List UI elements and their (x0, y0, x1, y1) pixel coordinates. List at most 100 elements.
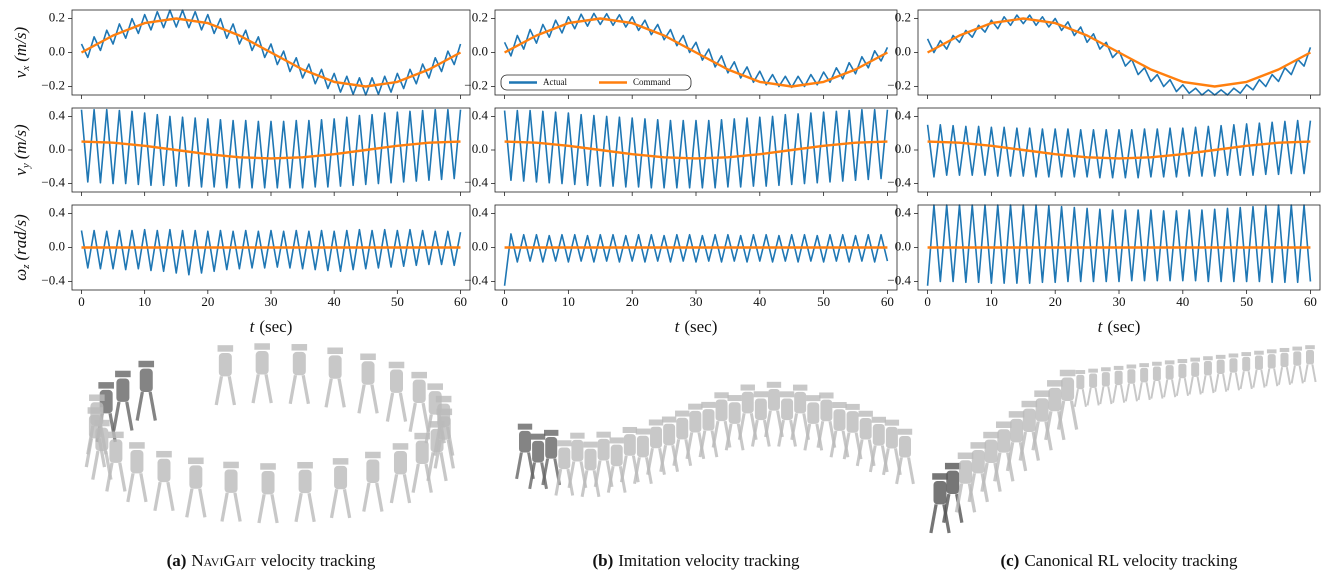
robot-leg (1018, 431, 1028, 461)
robot-body (728, 402, 741, 424)
robot-figure (1137, 363, 1151, 401)
robot-leg (264, 374, 273, 404)
robot-leg (1303, 364, 1309, 383)
robot-body (389, 369, 403, 393)
robot-head (429, 421, 445, 428)
robot-leg (257, 494, 266, 524)
robot-body (984, 439, 998, 464)
robot-head (661, 416, 677, 423)
x-tick-label: 50 (391, 294, 404, 309)
robot-head (675, 410, 690, 417)
robot-figure (251, 343, 273, 404)
caption-tag: (c) (1000, 551, 1019, 570)
robot-figure (112, 370, 134, 431)
legend-label: Actual (543, 77, 567, 87)
robot-leg (446, 439, 455, 469)
y-tick-label: −0.2 (464, 77, 488, 92)
actual-line (80, 108, 462, 189)
robot-body (663, 423, 676, 446)
robot-figure (593, 431, 614, 488)
robot-body (571, 439, 584, 462)
robot-body (1035, 398, 1049, 422)
robot-figure (411, 432, 433, 493)
robot-head (570, 432, 585, 439)
robot-head (98, 382, 114, 389)
robot-leg (1214, 373, 1220, 392)
robot-body (139, 368, 153, 392)
robot-head (435, 395, 452, 403)
robot-leg (433, 439, 442, 469)
robot-figure (1175, 358, 1189, 396)
y-tick-label: 0.2 (472, 9, 488, 24)
robot-leg (370, 384, 379, 414)
robot-head (648, 419, 664, 426)
command-line (504, 17, 888, 88)
robot-head (845, 403, 860, 410)
robot-leg (1273, 368, 1279, 387)
y-label-unit: (rad/s) (11, 214, 30, 261)
robot-body (298, 469, 312, 494)
robot-head (360, 353, 376, 360)
robot-leg (633, 457, 641, 484)
robot-figure (980, 431, 1002, 492)
robot-leg (1247, 371, 1253, 390)
robot-body (781, 398, 794, 421)
robot-leg (606, 465, 615, 493)
robot-body (328, 355, 342, 379)
robot-leg (1124, 383, 1130, 402)
robot-figure (698, 401, 719, 458)
robot-figure (220, 461, 242, 522)
robot-body (610, 444, 623, 467)
robot-figure (257, 463, 279, 524)
robot-leg (1073, 389, 1079, 408)
robot-leg (1196, 376, 1202, 395)
robot-leg (421, 402, 430, 432)
robot-head (156, 450, 172, 458)
x-label-symbol: t (1098, 317, 1104, 336)
robot-leg (790, 413, 799, 441)
robot-leg (402, 474, 412, 504)
robot-head (1305, 345, 1315, 350)
actual-line (503, 108, 889, 189)
robot-head (1113, 365, 1124, 370)
robot-body (676, 417, 689, 440)
robot-body (1152, 366, 1161, 381)
robot-leg (148, 391, 157, 421)
robot-leg (672, 439, 681, 467)
robot-body (767, 389, 780, 411)
robot-body (157, 458, 171, 483)
y-label-sub: y (20, 163, 32, 169)
robot-leg (1069, 400, 1079, 430)
robot-body (650, 426, 663, 449)
robot-figure (389, 443, 412, 504)
robot-figure (1073, 370, 1087, 408)
robot-head (1164, 360, 1175, 365)
robot-figure (1239, 352, 1253, 390)
x-tick-label: 50 (817, 294, 830, 309)
robot-leg (868, 445, 877, 473)
robot-body (1010, 418, 1024, 443)
robot-figure (294, 461, 316, 523)
robot-head (1101, 367, 1111, 372)
robot-leg (135, 391, 144, 421)
robot-leg (1234, 372, 1241, 391)
x-axis-label: t (sec) (1098, 317, 1141, 336)
command-line (927, 17, 1311, 88)
robot-body (754, 398, 767, 421)
robot-body (412, 379, 426, 404)
robot-head (1088, 368, 1098, 373)
y-tick-label: 0.0 (49, 43, 65, 58)
robot-head (1203, 356, 1213, 361)
robot-head (1008, 411, 1025, 418)
robot-leg (1285, 366, 1292, 385)
robot-leg (942, 493, 951, 523)
command-line (80, 17, 462, 88)
robot-body (545, 437, 558, 459)
y-tick-label: 0.4 (895, 204, 912, 219)
robot-leg (1239, 371, 1245, 390)
robot-head (297, 461, 313, 469)
y-axis-label: vy (m/s) (11, 124, 32, 176)
robot-leg (659, 445, 668, 472)
robot-leg (227, 376, 237, 406)
robot-figure (1056, 369, 1079, 430)
